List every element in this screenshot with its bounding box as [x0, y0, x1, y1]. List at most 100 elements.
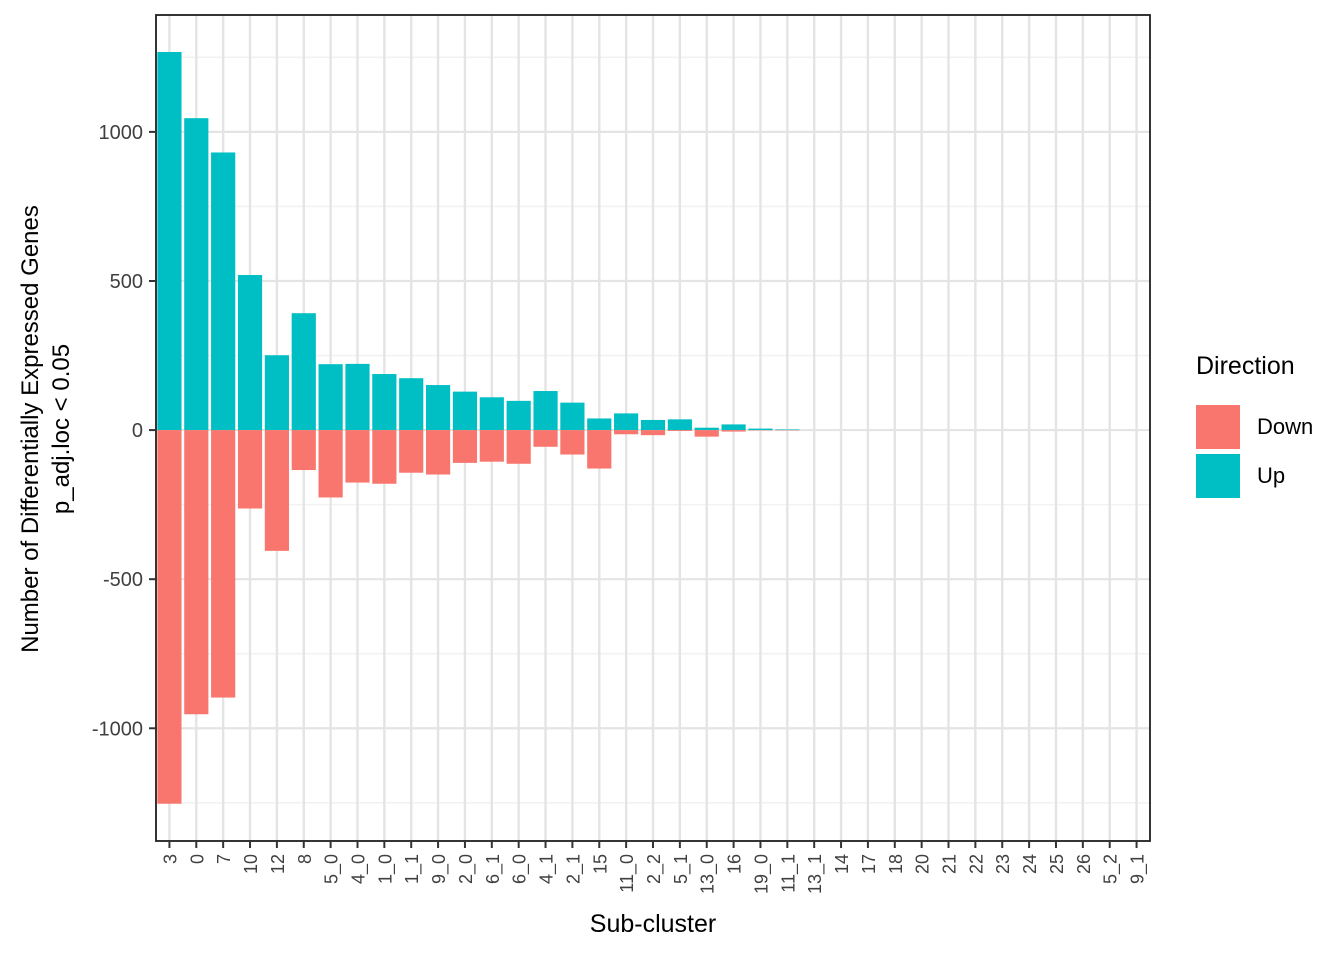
y-axis-title-line1: Number of Differentially Expressed Genes — [17, 205, 44, 653]
x-axis-tick-label-4_1: 4_1 — [537, 854, 558, 884]
x-axis-tick-label-4_0: 4_0 — [348, 854, 369, 884]
x-axis-tick-label-5_0: 5_0 — [322, 854, 343, 884]
bar-down-4_1 — [533, 430, 558, 447]
bar-up-19_0 — [748, 428, 773, 431]
bar-up-6_1 — [479, 397, 504, 431]
x-axis-tick-label-8: 8 — [295, 854, 315, 864]
bar-down-2_2 — [640, 430, 666, 436]
bar-up-5_1 — [667, 419, 692, 431]
bar-down-16 — [721, 430, 746, 432]
x-axis-title: Sub-cluster — [589, 910, 717, 938]
y-axis-title-line2: p_adj.loc < 0.05 — [48, 343, 75, 515]
legend-swatch-down — [1196, 405, 1240, 449]
x-axis-tick-label-9_0: 9_0 — [429, 854, 450, 884]
x-axis-tick-label-7: 7 — [214, 854, 234, 864]
x-axis-tick-label-2_0: 2_0 — [456, 854, 477, 884]
bar-down-3 — [157, 430, 182, 804]
legend-label-down: Down — [1257, 414, 1314, 439]
x-axis-tick-label-9_1: 9_1 — [1128, 854, 1149, 884]
x-axis-tick-label-2_2: 2_2 — [644, 854, 665, 884]
bar-up-13_0 — [694, 427, 719, 431]
bar-down-4_0 — [345, 430, 370, 483]
x-axis-tick-label-6_0: 6_0 — [510, 854, 531, 884]
y-axis-title: Number of Differentially Expressed Genes… — [15, 9, 77, 849]
bar-up-11_1 — [775, 429, 800, 431]
bar-up-15 — [587, 418, 612, 431]
bar-down-2_0 — [452, 430, 478, 463]
bar-down-1_1 — [399, 430, 424, 473]
x-axis-tick-label-23: 23 — [993, 854, 1013, 874]
x-axis-tick-label-2_1: 2_1 — [563, 854, 584, 884]
x-axis-tick-label-10: 10 — [241, 854, 261, 874]
y-axis-tick-label--1000: -1000 — [92, 718, 143, 740]
bar-up-4_1 — [533, 391, 558, 431]
bar-down-5_0 — [318, 430, 343, 498]
bar-up-16 — [721, 424, 746, 431]
legend-label-up: Up — [1257, 463, 1286, 488]
x-axis-tick-label-12: 12 — [268, 854, 288, 874]
bar-up-0 — [184, 118, 209, 431]
bar-down-13_0 — [694, 430, 719, 437]
bar-down-15 — [587, 430, 612, 469]
x-axis-tick-label-24: 24 — [1020, 854, 1040, 874]
bar-down-9_0 — [425, 430, 451, 475]
x-axis-tick-label-5_1: 5_1 — [671, 854, 692, 884]
x-axis-tick-label-26: 26 — [1074, 854, 1094, 874]
bar-down-6_1 — [479, 430, 504, 462]
bar-up-1_1 — [399, 378, 424, 431]
x-axis-tick-label-14: 14 — [832, 854, 852, 874]
y-axis-tick-label-0: 0 — [132, 420, 143, 442]
bar-down-0 — [184, 430, 209, 715]
x-axis-tick-label-3: 3 — [160, 854, 180, 864]
bar-down-6_0 — [506, 430, 531, 464]
x-axis-tick-label-25: 25 — [1047, 854, 1067, 874]
x-axis-tick-label-20: 20 — [913, 854, 933, 874]
legend-item-up: Up — [1196, 454, 1313, 498]
x-axis-tick-label-11_0: 11_0 — [617, 854, 638, 893]
bar-down-8 — [291, 430, 316, 471]
bar-up-6_0 — [506, 400, 531, 431]
bar-up-5_0 — [318, 364, 343, 431]
x-axis-tick-label-1_1: 1_1 — [402, 854, 423, 884]
x-axis-tick-label-19_0: 19_0 — [751, 854, 772, 894]
bar-down-10 — [237, 430, 263, 509]
legend-swatch-up — [1196, 454, 1240, 498]
bar-up-12 — [264, 355, 289, 431]
x-axis-tick-label-18: 18 — [886, 854, 906, 874]
legend-item-down: Down — [1196, 405, 1313, 449]
bar-down-12 — [264, 430, 289, 551]
bar-up-11_0 — [614, 413, 639, 431]
bar-down-1_0 — [372, 430, 397, 484]
x-axis-tick-label-11_1: 11_1 — [778, 854, 799, 893]
x-axis-tick-label-21: 21 — [940, 854, 960, 874]
bar-up-4_0 — [345, 363, 370, 431]
bar-up-2_1 — [560, 402, 585, 431]
bar-up-10 — [237, 275, 263, 431]
legend-title: Direction — [1196, 352, 1295, 380]
x-axis-tick-label-13_0: 13_0 — [698, 854, 719, 894]
bar-up-2_0 — [452, 391, 478, 431]
bar-down-2_1 — [560, 430, 585, 455]
bar-down-7 — [211, 430, 236, 698]
bar-up-2_2 — [640, 419, 666, 431]
bar-up-8 — [291, 313, 316, 431]
bar-up-7 — [211, 152, 236, 431]
x-axis-tick-label-5_2: 5_2 — [1101, 854, 1122, 884]
y-axis-tick-label--500: -500 — [103, 569, 143, 591]
x-axis-tick-label-15: 15 — [590, 854, 610, 874]
bar-down-5_1 — [667, 430, 692, 431]
y-axis-tick-label-1000: 1000 — [99, 122, 144, 144]
bar-down-11_0 — [614, 430, 639, 435]
y-axis-tick-label-500: 500 — [110, 271, 143, 293]
bar-up-3 — [157, 51, 182, 431]
x-axis-tick-label-1_0: 1_0 — [375, 854, 396, 884]
x-axis-tick-label-17: 17 — [859, 854, 879, 874]
legend: Direction Down Up — [1196, 352, 1313, 503]
bar-up-9_0 — [425, 385, 451, 431]
bar-up-1_0 — [372, 374, 397, 431]
x-axis-tick-label-6_1: 6_1 — [483, 854, 504, 884]
x-axis-tick-label-22: 22 — [966, 854, 986, 874]
x-axis-tick-label-13_1: 13_1 — [805, 854, 826, 894]
